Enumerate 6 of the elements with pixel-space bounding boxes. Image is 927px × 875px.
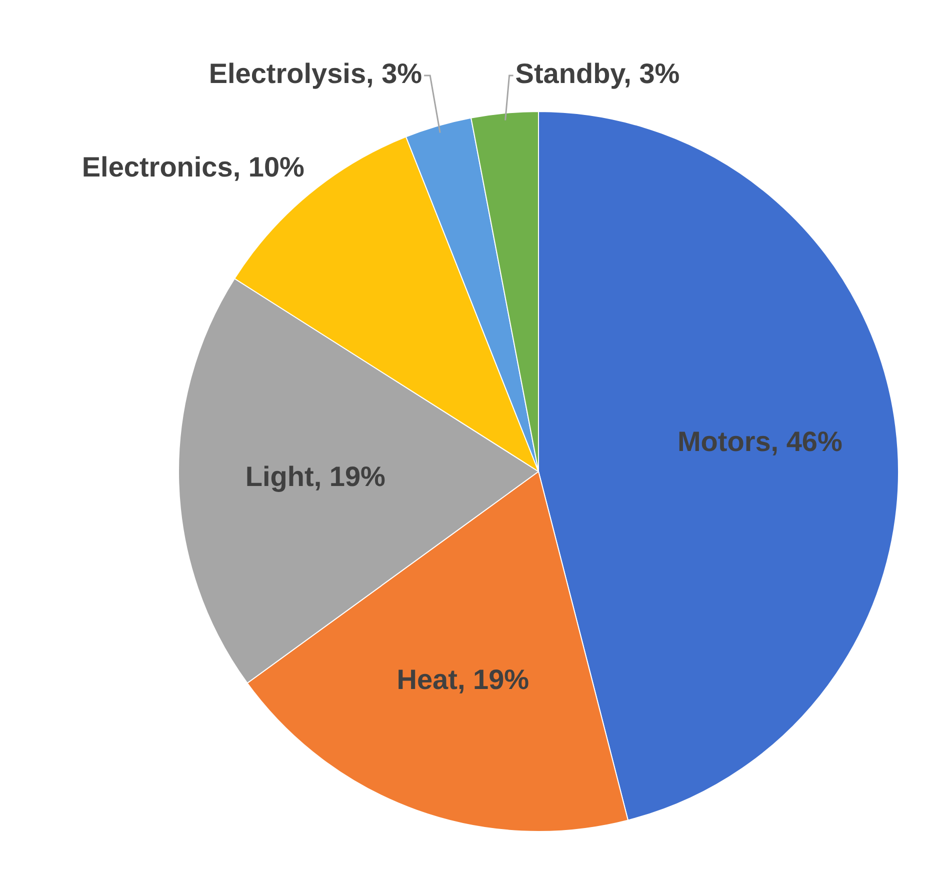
slice-label: Standby, 3%: [515, 58, 680, 90]
slice-label: Light, 19%: [245, 461, 386, 492]
slice-label: Electronics, 10%: [82, 151, 305, 182]
slice-label: Electrolysis, 3%: [208, 58, 422, 90]
slice-label: Heat, 19%: [396, 664, 530, 696]
slice-label: Motors, 46%: [677, 426, 842, 458]
